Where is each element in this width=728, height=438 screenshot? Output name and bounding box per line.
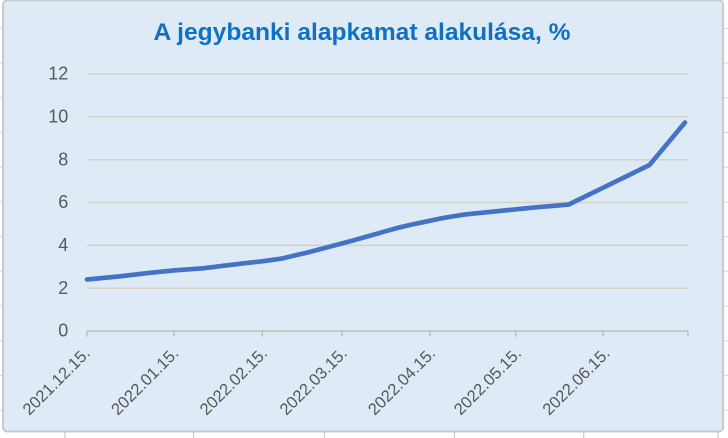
svg-text:12: 12 <box>48 64 68 84</box>
svg-text:6: 6 <box>58 192 68 212</box>
svg-text:4: 4 <box>58 235 68 255</box>
svg-text:2: 2 <box>58 278 68 298</box>
svg-text:8: 8 <box>58 149 68 169</box>
svg-text:0: 0 <box>58 321 68 341</box>
svg-text:A jegybanki alapkamat alakulás: A jegybanki alapkamat alakulása, % <box>154 19 571 46</box>
svg-text:10: 10 <box>48 106 68 126</box>
